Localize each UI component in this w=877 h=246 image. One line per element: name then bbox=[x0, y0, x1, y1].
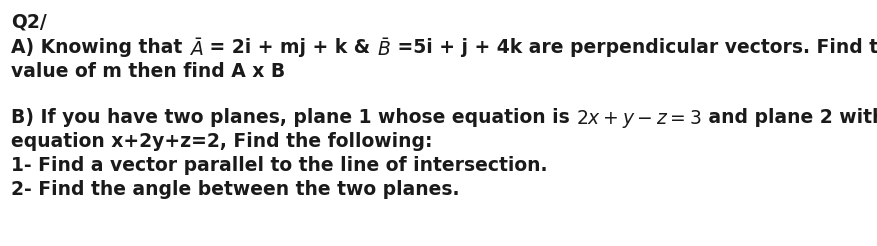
Text: = 2i + mj + k &: = 2i + mj + k & bbox=[203, 38, 376, 57]
Text: equation x+2y+z=2, Find the following:: equation x+2y+z=2, Find the following: bbox=[11, 132, 432, 151]
Text: =5i + j + 4k are perpendicular vectors. Find the: =5i + j + 4k are perpendicular vectors. … bbox=[390, 38, 877, 57]
Text: A) Knowing that: A) Knowing that bbox=[11, 38, 189, 57]
Text: value of m then find A x B: value of m then find A x B bbox=[11, 62, 285, 81]
Text: and plane 2 with: and plane 2 with bbox=[701, 108, 877, 127]
Text: 2- Find the angle between the two planes.: 2- Find the angle between the two planes… bbox=[11, 180, 459, 199]
Text: $\bar{B}$: $\bar{B}$ bbox=[376, 38, 390, 60]
Text: $\bar{A}$: $\bar{A}$ bbox=[189, 38, 203, 60]
Text: B) If you have two planes, plane 1 whose equation is: B) If you have two planes, plane 1 whose… bbox=[11, 108, 575, 127]
Text: $2x + y - z = 3$: $2x + y - z = 3$ bbox=[575, 108, 701, 130]
Text: Q2/: Q2/ bbox=[11, 12, 46, 31]
Text: 1- Find a vector parallel to the line of intersection.: 1- Find a vector parallel to the line of… bbox=[11, 156, 547, 175]
